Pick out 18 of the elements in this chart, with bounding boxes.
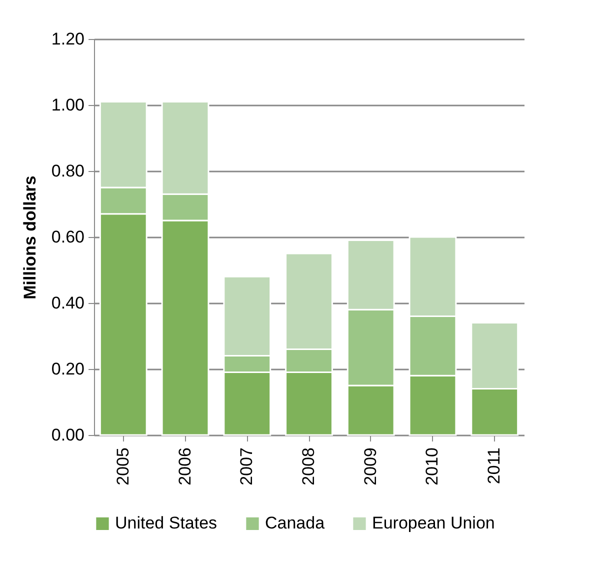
legend-label: Canada xyxy=(265,514,326,533)
x-tick-label: 2009 xyxy=(360,448,380,486)
y-tick-label: 1.20 xyxy=(51,30,84,48)
x-tick-label: 2008 xyxy=(299,448,318,486)
x-tick-label: 2007 xyxy=(237,448,256,486)
x-tick-label: 2006 xyxy=(175,448,194,486)
legend-label: European Union xyxy=(372,514,495,533)
y-tick-label: 0.80 xyxy=(51,162,84,180)
x-tick-label: 2011 xyxy=(484,448,504,484)
y-tick-label: 0.00 xyxy=(51,426,84,444)
y-axis-title: Millions dollars xyxy=(20,176,40,300)
x-tick-label: 2010 xyxy=(422,448,442,486)
y-tick-label: 0.40 xyxy=(51,294,84,312)
y-tick-label: 0.60 xyxy=(51,228,84,246)
legend-label: United States xyxy=(115,514,218,533)
y-tick-label: 1.00 xyxy=(51,96,84,114)
x-tick-label: 2005 xyxy=(113,448,132,486)
y-tick-label: 0.20 xyxy=(51,360,84,378)
